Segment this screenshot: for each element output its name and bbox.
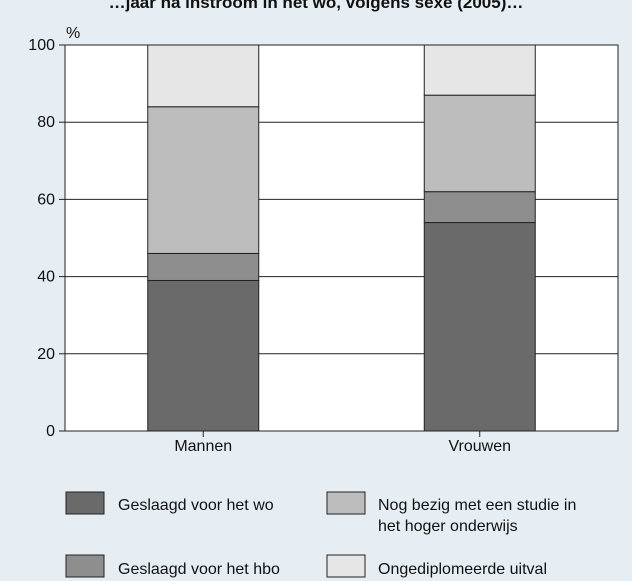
bar-segment (147, 106, 260, 254)
chart-title-fragment: …jaar na instroom in het wo, volgens sex… (109, 0, 524, 12)
y-axis-ticks: 0 20 40 60 80 100 (28, 37, 65, 440)
legend-label: het hoger onderwijs (378, 518, 518, 535)
legend-swatch (65, 554, 105, 578)
legend-label: Ongediplomeerde uitval (378, 561, 547, 578)
plot-frame (64, 44, 619, 432)
x-category-label: Mannen (174, 438, 232, 455)
bar-segment (147, 44, 260, 108)
y-tick-label: 0 (46, 423, 55, 440)
legend-swatch (326, 491, 366, 515)
bar-segment (423, 191, 536, 224)
bar-segment (423, 222, 536, 432)
bars (147, 44, 536, 432)
legend-swatch (326, 554, 366, 578)
y-tick-label: 100 (28, 37, 55, 54)
bar-segment (147, 279, 260, 432)
y-tick-label: 40 (37, 269, 55, 286)
y-axis-unit-label: % (66, 25, 80, 42)
x-axis-category-labels: Mannen Vrouwen (174, 431, 511, 455)
legend-label: Nog bezig met een studie in (378, 497, 576, 514)
legend-swatch (65, 491, 105, 515)
y-tick-label: 60 (37, 191, 55, 208)
bar-segment (423, 44, 536, 96)
y-tick-label: 80 (37, 114, 55, 131)
legend-label: Geslaagd voor het hbo (118, 561, 280, 578)
y-tick-label: 20 (37, 346, 55, 363)
legend-label: Geslaagd voor het wo (118, 497, 274, 514)
legend: Geslaagd voor het wo Nog bezig met een st… (65, 491, 576, 578)
bar-segment (423, 94, 536, 193)
bar-segment (147, 252, 260, 281)
x-category-label: Vrouwen (448, 438, 511, 455)
